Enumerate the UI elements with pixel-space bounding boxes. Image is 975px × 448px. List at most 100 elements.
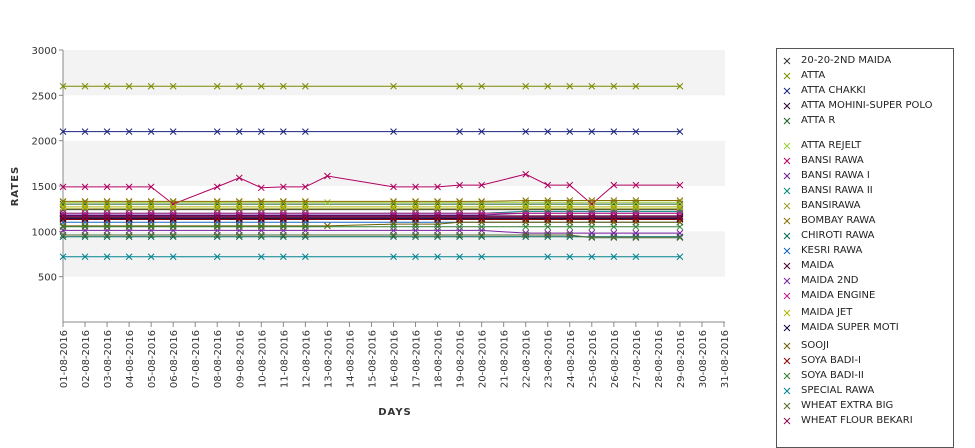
legend-item[interactable]: WHEAT FLOUR BEKARI — [781, 413, 913, 428]
data-point[interactable] — [302, 216, 309, 223]
data-point[interactable] — [59, 213, 67, 221]
legend-item[interactable]: BANSI RAWA I — [781, 168, 870, 183]
data-point[interactable] — [169, 213, 177, 221]
data-point[interactable] — [302, 231, 309, 239]
data-point[interactable] — [456, 213, 463, 221]
data-point[interactable] — [103, 203, 111, 211]
data-point[interactable] — [676, 213, 684, 221]
data-point[interactable] — [566, 197, 574, 204]
data-point[interactable] — [566, 223, 574, 231]
data-point[interactable] — [478, 198, 485, 205]
data-point[interactable] — [59, 216, 67, 223]
data-point[interactable] — [478, 203, 485, 211]
legend-item[interactable]: ATTA — [781, 68, 825, 83]
data-point[interactable] — [566, 213, 574, 221]
data-point[interactable] — [213, 128, 221, 135]
data-point[interactable] — [522, 223, 530, 231]
data-point[interactable] — [257, 128, 265, 135]
data-point[interactable] — [632, 197, 640, 204]
data-point[interactable] — [544, 213, 552, 221]
data-point[interactable] — [235, 203, 243, 211]
data-point[interactable] — [390, 183, 397, 191]
data-point[interactable] — [632, 82, 640, 90]
data-point[interactable] — [147, 183, 155, 191]
data-point[interactable] — [434, 216, 441, 223]
data-point[interactable] — [302, 213, 309, 221]
data-point[interactable] — [125, 222, 133, 230]
data-point[interactable] — [544, 231, 552, 239]
data-point[interactable] — [412, 223, 419, 231]
data-point[interactable] — [302, 222, 309, 230]
data-point[interactable] — [59, 82, 67, 90]
data-point[interactable] — [544, 216, 552, 223]
data-point[interactable] — [676, 82, 684, 90]
data-point[interactable] — [257, 222, 265, 230]
data-point[interactable] — [610, 213, 618, 221]
data-point[interactable] — [103, 213, 111, 221]
data-point[interactable] — [302, 128, 309, 135]
data-point[interactable] — [213, 82, 221, 90]
data-point[interactable] — [676, 181, 684, 189]
data-point[interactable] — [676, 223, 684, 231]
data-point[interactable] — [81, 183, 89, 191]
data-point[interactable] — [434, 253, 441, 261]
data-point[interactable] — [147, 231, 155, 239]
data-point[interactable] — [81, 231, 89, 239]
data-point[interactable] — [169, 222, 177, 230]
data-point[interactable] — [213, 216, 221, 223]
legend-item[interactable]: BOMBAY RAWA — [781, 213, 875, 228]
data-point[interactable] — [103, 216, 111, 223]
data-point[interactable] — [544, 181, 552, 189]
data-point[interactable] — [676, 253, 684, 261]
data-point[interactable] — [610, 223, 618, 231]
data-point[interactable] — [434, 198, 441, 205]
data-point[interactable] — [412, 216, 419, 223]
data-point[interactable] — [169, 253, 177, 261]
data-point[interactable] — [279, 253, 287, 261]
data-point[interactable] — [412, 231, 419, 239]
data-point[interactable] — [456, 253, 463, 261]
data-point[interactable] — [279, 223, 287, 231]
legend-item[interactable]: BANSI RAWA — [781, 153, 864, 168]
data-point[interactable] — [59, 203, 67, 211]
data-point[interactable] — [279, 128, 287, 135]
data-point[interactable] — [412, 213, 419, 221]
data-point[interactable] — [610, 216, 618, 223]
data-point[interactable] — [610, 181, 618, 189]
data-point[interactable] — [566, 181, 574, 189]
data-point[interactable] — [125, 128, 133, 135]
data-point[interactable] — [103, 82, 111, 90]
data-point[interactable] — [81, 253, 89, 261]
data-point[interactable] — [610, 82, 618, 90]
data-point[interactable] — [169, 198, 177, 205]
data-point[interactable] — [81, 203, 89, 211]
data-point[interactable] — [588, 128, 596, 135]
data-point[interactable] — [235, 222, 243, 230]
legend-item[interactable]: MAIDA SUPER MOTI — [781, 320, 899, 335]
data-point[interactable] — [257, 198, 265, 205]
data-point[interactable] — [169, 203, 177, 211]
data-point[interactable] — [588, 213, 596, 221]
data-point[interactable] — [324, 198, 331, 206]
data-point[interactable] — [478, 223, 485, 231]
data-point[interactable] — [125, 198, 133, 205]
data-point[interactable] — [632, 181, 640, 189]
data-point[interactable] — [169, 82, 177, 90]
data-point[interactable] — [478, 181, 485, 189]
legend-item[interactable]: MAIDA ENGINE — [781, 288, 875, 303]
data-point[interactable] — [478, 216, 485, 223]
data-point[interactable] — [390, 223, 397, 231]
data-point[interactable] — [456, 82, 463, 90]
data-point[interactable] — [610, 128, 618, 135]
data-point[interactable] — [302, 223, 309, 231]
legend-item[interactable]: SPECIAL RAWA — [781, 383, 874, 398]
data-point[interactable] — [81, 213, 89, 221]
data-point[interactable] — [147, 222, 155, 230]
data-point[interactable] — [566, 253, 574, 261]
data-point[interactable] — [257, 213, 265, 221]
data-point[interactable] — [412, 203, 419, 211]
data-point[interactable] — [456, 231, 463, 239]
data-point[interactable] — [434, 213, 441, 221]
data-point[interactable] — [522, 231, 530, 239]
data-point[interactable] — [632, 203, 640, 211]
